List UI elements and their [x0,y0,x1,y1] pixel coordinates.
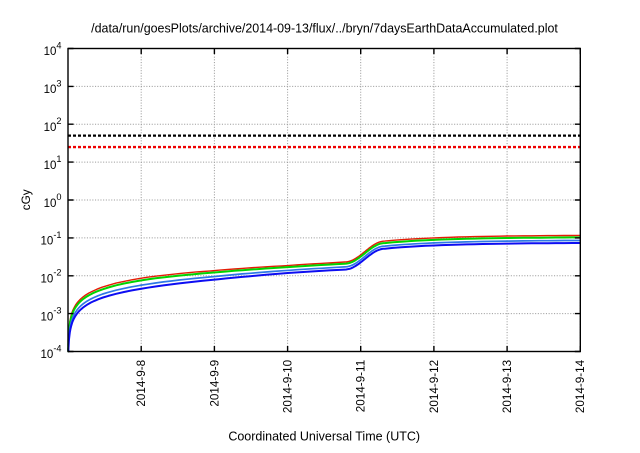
svg-text:2014-9-12: 2014-9-12 [428,360,441,413]
svg-text:2014-9-11: 2014-9-11 [355,360,368,412]
svg-text:2014-9-14: 2014-9-14 [574,359,587,413]
svg-text:/data/run/goesPlots/archive/20: /data/run/goesPlots/archive/2014-09-13/f… [91,22,558,36]
svg-text:2014-9-9: 2014-9-9 [208,360,221,407]
svg-text:cGy: cGy [19,189,33,210]
svg-text:2014-9-10: 2014-9-10 [282,359,295,413]
svg-text:Coordinated Universal Time (UT: Coordinated Universal Time (UTC) [228,429,420,443]
svg-text:2014-9-13: 2014-9-13 [501,360,514,413]
svg-text:2014-9-8: 2014-9-8 [135,360,148,407]
